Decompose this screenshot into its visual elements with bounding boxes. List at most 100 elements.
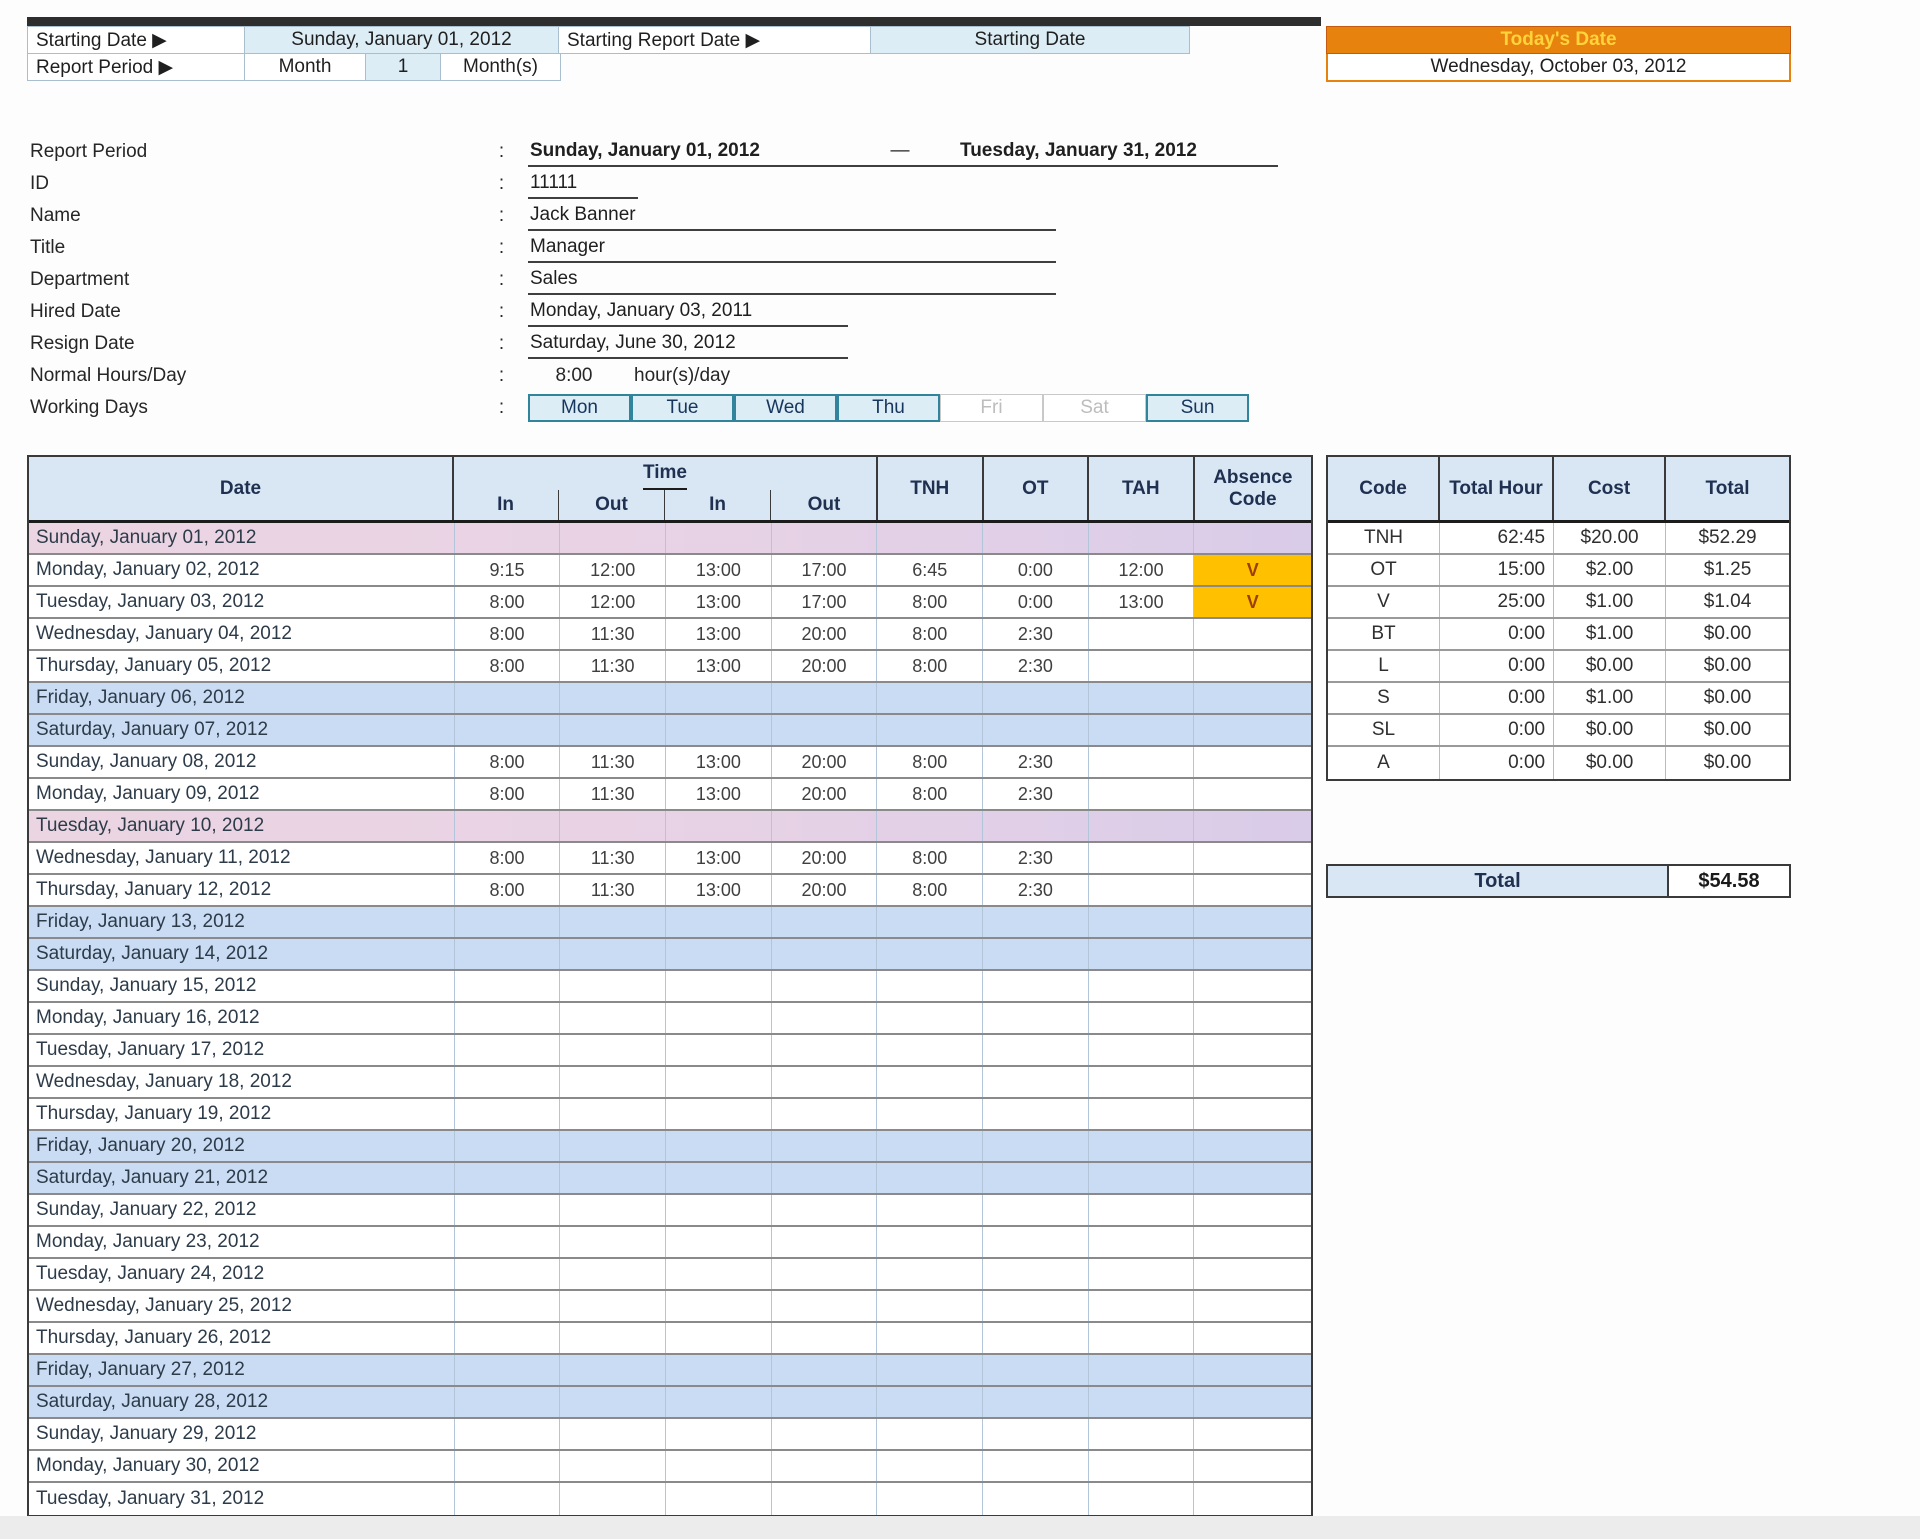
time-cell[interactable] bbox=[455, 1323, 561, 1353]
date-cell[interactable]: Friday, January 20, 2012 bbox=[29, 1131, 455, 1161]
time-cell[interactable] bbox=[560, 1387, 667, 1417]
time-cell[interactable] bbox=[560, 1355, 667, 1385]
absence-code-cell[interactable] bbox=[1194, 843, 1311, 873]
time-cell[interactable]: 20:00 bbox=[772, 747, 878, 777]
time-cell[interactable] bbox=[666, 1451, 772, 1481]
time-cell[interactable] bbox=[560, 939, 667, 969]
absence-code-cell[interactable] bbox=[1194, 1259, 1311, 1289]
time-cell[interactable] bbox=[1089, 1451, 1195, 1481]
id-field-value[interactable]: 11111 bbox=[528, 169, 638, 199]
time-cell[interactable] bbox=[772, 1387, 878, 1417]
time-cell[interactable]: 8:00 bbox=[877, 779, 984, 809]
time-cell[interactable]: 8:00 bbox=[455, 843, 561, 873]
cost-cell[interactable]: $0.00 bbox=[1554, 651, 1667, 681]
time-cell[interactable]: 2:30 bbox=[983, 619, 1089, 649]
date-cell[interactable]: Thursday, January 26, 2012 bbox=[29, 1323, 455, 1353]
time-cell[interactable]: 20:00 bbox=[772, 619, 878, 649]
time-cell[interactable] bbox=[1089, 619, 1195, 649]
time-cell[interactable]: 11:30 bbox=[560, 779, 667, 809]
time-cell[interactable]: 11:30 bbox=[560, 619, 667, 649]
absence-code-cell[interactable] bbox=[1194, 779, 1311, 809]
time-cell[interactable]: 8:00 bbox=[877, 619, 984, 649]
total-hour-cell[interactable]: 0:00 bbox=[1440, 715, 1555, 745]
time-cell[interactable]: 8:00 bbox=[455, 875, 561, 905]
total-cell[interactable]: $0.00 bbox=[1703, 752, 1752, 773]
total-hour-cell[interactable]: 0:00 bbox=[1440, 747, 1555, 779]
time-cell[interactable]: 13:00 bbox=[666, 587, 772, 617]
absence-code-cell[interactable] bbox=[1194, 1163, 1311, 1193]
time-cell[interactable] bbox=[455, 1163, 561, 1193]
code-cell[interactable]: S bbox=[1328, 683, 1441, 713]
total-cell[interactable]: $1.04 bbox=[1703, 591, 1752, 612]
working-day-toggle-sat[interactable]: Sat bbox=[1043, 394, 1146, 422]
time-cell[interactable]: 11:30 bbox=[560, 747, 667, 777]
date-cell[interactable]: Wednesday, January 25, 2012 bbox=[29, 1291, 455, 1321]
time-cell[interactable] bbox=[877, 1291, 984, 1321]
time-cell[interactable] bbox=[772, 1003, 878, 1033]
date-cell[interactable]: Sunday, January 08, 2012 bbox=[29, 747, 455, 777]
time-cell[interactable] bbox=[1089, 811, 1195, 841]
time-cell[interactable] bbox=[877, 715, 984, 745]
time-cell[interactable] bbox=[666, 1131, 772, 1161]
time-cell[interactable] bbox=[666, 939, 772, 969]
time-cell[interactable] bbox=[560, 1035, 667, 1065]
time-cell[interactable]: 9:15 bbox=[455, 555, 561, 585]
time-cell[interactable] bbox=[455, 907, 561, 937]
time-cell[interactable] bbox=[1089, 651, 1195, 681]
time-cell[interactable] bbox=[666, 523, 772, 553]
date-cell[interactable]: Friday, January 06, 2012 bbox=[29, 683, 455, 713]
time-cell[interactable]: 2:30 bbox=[983, 843, 1089, 873]
starting-date-input[interactable]: Sunday, January 01, 2012 bbox=[244, 26, 559, 54]
time-cell[interactable] bbox=[666, 907, 772, 937]
time-cell[interactable] bbox=[1089, 1003, 1195, 1033]
time-cell[interactable] bbox=[877, 1355, 984, 1385]
time-cell[interactable] bbox=[1089, 971, 1195, 1001]
time-cell[interactable]: 2:30 bbox=[983, 651, 1089, 681]
absence-code-cell[interactable] bbox=[1194, 523, 1311, 553]
time-cell[interactable]: 20:00 bbox=[772, 779, 878, 809]
time-cell[interactable]: 20:00 bbox=[772, 843, 878, 873]
time-cell[interactable]: 13:00 bbox=[666, 779, 772, 809]
total-hour-cell[interactable]: 0:00 bbox=[1440, 619, 1555, 649]
time-cell[interactable] bbox=[983, 1195, 1089, 1225]
time-cell[interactable] bbox=[772, 715, 878, 745]
report-period-unit[interactable]: Month bbox=[244, 53, 366, 81]
time-cell[interactable] bbox=[1089, 1291, 1195, 1321]
time-cell[interactable] bbox=[560, 1451, 667, 1481]
date-cell[interactable]: Tuesday, January 17, 2012 bbox=[29, 1035, 455, 1065]
time-cell[interactable] bbox=[560, 811, 667, 841]
time-cell[interactable] bbox=[560, 971, 667, 1001]
time-cell[interactable] bbox=[983, 939, 1089, 969]
time-cell[interactable] bbox=[772, 1355, 878, 1385]
code-cell[interactable]: V bbox=[1328, 587, 1441, 617]
date-cell[interactable]: Monday, January 30, 2012 bbox=[29, 1451, 455, 1481]
time-cell[interactable] bbox=[1089, 1483, 1195, 1515]
time-cell[interactable] bbox=[666, 1323, 772, 1353]
time-cell[interactable] bbox=[666, 1163, 772, 1193]
cost-cell[interactable]: $0.00 bbox=[1554, 715, 1667, 745]
time-cell[interactable]: 8:00 bbox=[455, 747, 561, 777]
time-cell[interactable] bbox=[1089, 1067, 1195, 1097]
time-cell[interactable]: 8:00 bbox=[455, 779, 561, 809]
time-cell[interactable]: 11:30 bbox=[560, 843, 667, 873]
absence-code-cell[interactable] bbox=[1194, 811, 1311, 841]
absence-code-cell[interactable] bbox=[1194, 651, 1311, 681]
time-cell[interactable] bbox=[772, 1067, 878, 1097]
date-cell[interactable]: Friday, January 27, 2012 bbox=[29, 1355, 455, 1385]
absence-code-cell[interactable] bbox=[1194, 1355, 1311, 1385]
date-cell[interactable]: Tuesday, January 24, 2012 bbox=[29, 1259, 455, 1289]
total-hour-cell[interactable]: 0:00 bbox=[1440, 683, 1555, 713]
absence-code-cell[interactable] bbox=[1194, 907, 1311, 937]
time-cell[interactable] bbox=[772, 1291, 878, 1321]
time-cell[interactable] bbox=[455, 811, 561, 841]
time-cell[interactable] bbox=[983, 1131, 1089, 1161]
absence-code-cell[interactable] bbox=[1194, 1067, 1311, 1097]
total-cell[interactable]: $0.00 bbox=[1703, 687, 1752, 708]
date-cell[interactable]: Saturday, January 07, 2012 bbox=[29, 715, 455, 745]
time-cell[interactable] bbox=[455, 1099, 561, 1129]
absence-code-cell[interactable] bbox=[1194, 1387, 1311, 1417]
time-cell[interactable] bbox=[455, 1419, 561, 1449]
total-hour-cell[interactable]: 0:00 bbox=[1440, 651, 1555, 681]
time-cell[interactable] bbox=[666, 1387, 772, 1417]
time-cell[interactable] bbox=[1089, 907, 1195, 937]
